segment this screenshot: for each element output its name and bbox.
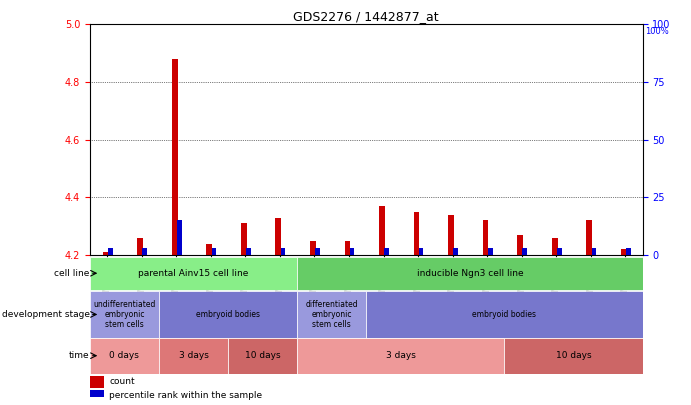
Bar: [90, 390, 104, 401]
Text: 10 days: 10 days: [245, 351, 281, 360]
Bar: [315, 248, 320, 255]
Bar: [419, 248, 424, 255]
Title: GDS2276 / 1442877_at: GDS2276 / 1442877_at: [294, 10, 439, 23]
Bar: [522, 248, 527, 255]
Text: cell line: cell line: [55, 269, 90, 278]
Bar: [453, 248, 458, 255]
Text: embryoid bodies: embryoid bodies: [473, 310, 536, 319]
Bar: [310, 241, 316, 255]
Bar: [483, 220, 489, 255]
Bar: [90, 337, 159, 374]
Bar: [448, 215, 454, 255]
Bar: [90, 376, 104, 388]
Bar: [626, 248, 631, 255]
Bar: [557, 248, 562, 255]
Bar: [350, 248, 354, 255]
Text: 3 days: 3 days: [386, 351, 416, 360]
Bar: [379, 206, 385, 255]
Text: percentile rank within the sample: percentile rank within the sample: [109, 391, 263, 400]
Bar: [552, 238, 558, 255]
Bar: [518, 235, 523, 255]
Bar: [228, 337, 297, 374]
Bar: [90, 257, 297, 290]
Bar: [207, 243, 212, 255]
Text: time: time: [69, 351, 90, 360]
Text: undifferentiated
embryonic
stem cells: undifferentiated embryonic stem cells: [93, 300, 155, 329]
Text: count: count: [109, 377, 135, 386]
Bar: [172, 59, 178, 255]
Bar: [384, 248, 389, 255]
Bar: [591, 248, 596, 255]
Bar: [414, 212, 419, 255]
Bar: [366, 291, 643, 337]
Bar: [587, 220, 592, 255]
Bar: [211, 248, 216, 255]
Text: 0 days: 0 days: [109, 351, 140, 360]
Text: inducible Ngn3 cell line: inducible Ngn3 cell line: [417, 269, 523, 278]
Bar: [108, 248, 113, 255]
Bar: [103, 252, 108, 255]
Bar: [276, 217, 281, 255]
Bar: [159, 291, 297, 337]
Bar: [90, 291, 159, 337]
Text: embryoid bodies: embryoid bodies: [196, 310, 260, 319]
Text: development stage: development stage: [2, 310, 90, 319]
Bar: [246, 248, 251, 255]
Bar: [297, 291, 366, 337]
Bar: [504, 337, 643, 374]
Text: parental Ainv15 cell line: parental Ainv15 cell line: [138, 269, 249, 278]
Bar: [177, 220, 182, 255]
Bar: [281, 248, 285, 255]
Bar: [159, 337, 228, 374]
Bar: [297, 337, 504, 374]
Bar: [241, 224, 247, 255]
Bar: [142, 248, 147, 255]
Bar: [345, 241, 350, 255]
Bar: [297, 257, 643, 290]
Bar: [488, 248, 493, 255]
Text: differentiated
embryonic
stem cells: differentiated embryonic stem cells: [305, 300, 358, 329]
Text: 100%: 100%: [645, 27, 669, 36]
Bar: [138, 238, 143, 255]
Text: 10 days: 10 days: [556, 351, 591, 360]
Bar: [621, 249, 627, 255]
Text: 3 days: 3 days: [178, 351, 209, 360]
